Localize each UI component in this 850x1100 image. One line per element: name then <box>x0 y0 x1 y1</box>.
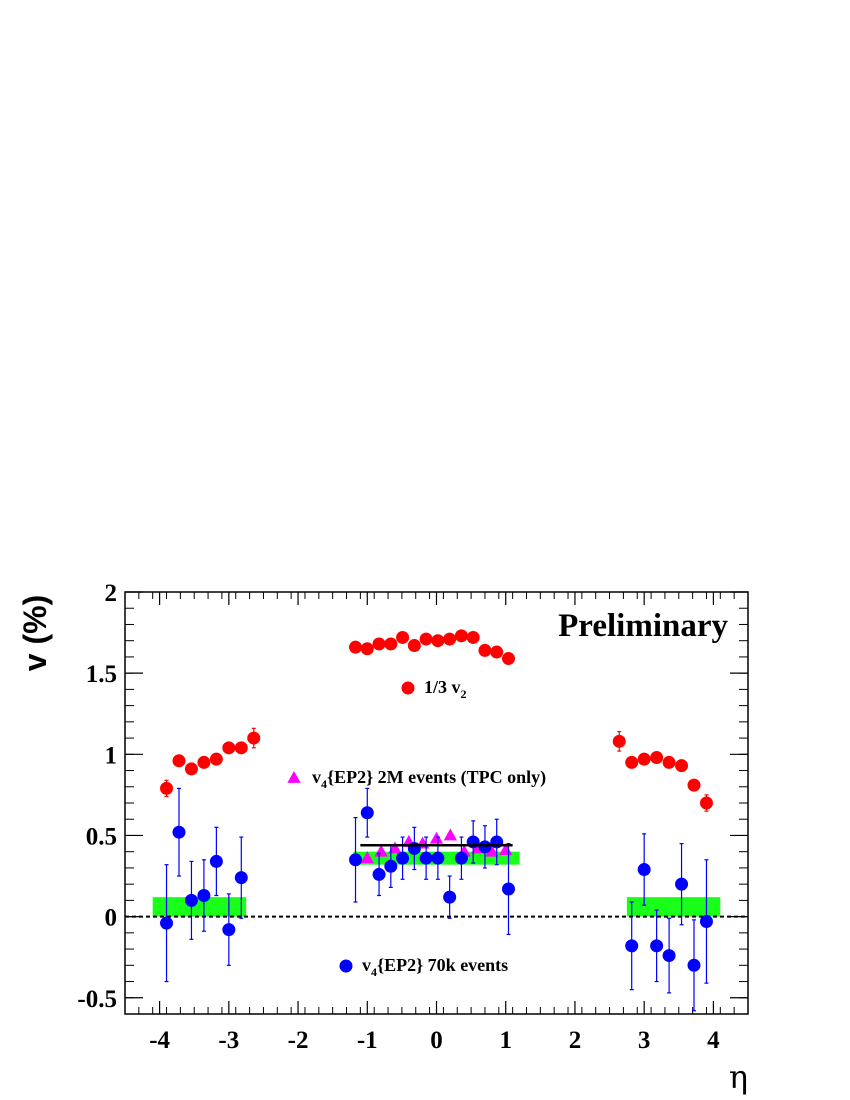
y-tick-label: -0.5 <box>77 986 117 1013</box>
v-4-ep2-70k-events-point <box>699 914 713 928</box>
systematic-band-2 <box>626 897 721 917</box>
y-tick-label: 0 <box>105 905 118 932</box>
v-4-ep2-70k-events-point <box>431 851 445 865</box>
1-3-v-2-point <box>222 741 236 755</box>
1-3-v-2-point <box>612 734 626 748</box>
legend-label-2: v4{EP2} 70k events <box>362 955 508 979</box>
v-4-ep2-70k-events-point <box>637 863 651 877</box>
1-3-v-2-point <box>209 752 223 766</box>
y-tick-label: 0.5 <box>86 823 117 850</box>
x-tick-label: -4 <box>149 1027 170 1054</box>
1-3-v-2-point <box>501 652 515 666</box>
legend-marker-2 <box>339 959 353 973</box>
1-3-v-2-point <box>396 630 410 644</box>
1-3-v-2-point <box>466 630 480 644</box>
v-4-ep2-70k-events-point <box>687 958 701 972</box>
1-3-v-2-point <box>490 645 504 659</box>
legend-marker-0 <box>401 681 415 695</box>
x-tick-label: 4 <box>707 1027 720 1054</box>
1-3-v-2-point <box>419 632 433 646</box>
legend-entry-0: 1/3 v2 <box>401 677 467 701</box>
1-3-v-2-point <box>478 643 492 657</box>
x-tick-label: -2 <box>288 1027 309 1054</box>
1-3-v-2-point <box>234 741 248 755</box>
1-3-v-2-point <box>349 640 363 654</box>
x-axis-title: η <box>729 1058 748 1096</box>
y-axis-title: v (%) <box>17 595 53 671</box>
systematic-band-0 <box>152 897 247 917</box>
v-4-ep2-70k-events-point <box>360 806 374 820</box>
v-4-ep2-70k-events-point <box>372 867 386 881</box>
legend-marker-1 <box>287 771 301 783</box>
1-3-v-2-point <box>454 629 468 643</box>
v-4-ep2-2m-events-tpc-only-point <box>443 828 457 841</box>
1-3-v-2-point <box>699 796 713 810</box>
v-4-ep2-70k-events-point <box>662 949 676 963</box>
1-3-v-2-point <box>675 759 689 773</box>
axes: -4 -3 -2 -1 0 1 2 3 4 -0.5 0 0.5 1 1.5 2 <box>77 580 749 1054</box>
1-3-v-2-point <box>247 731 261 745</box>
1-3-v-2-point <box>431 634 445 648</box>
1-3-v-2-point <box>443 632 457 646</box>
v-4-ep2-70k-events-point <box>396 851 410 865</box>
v-4-ep2-2m-events-tpc-only-point <box>485 844 499 857</box>
1-3-v-2-point <box>384 637 398 651</box>
1-3-v-2-point <box>172 754 186 768</box>
x-tick-label: -3 <box>218 1027 239 1054</box>
v-4-ep2-70k-events-point <box>160 916 174 930</box>
preliminary-annotation: Preliminary <box>558 608 728 644</box>
v-4-ep2-70k-events-point <box>675 877 689 891</box>
x-tick-label: 1 <box>499 1027 512 1054</box>
v-4-ep2-70k-events-point <box>184 893 198 907</box>
legend: 1/3 v2 v4{EP2} 2M events (TPC only) v4{EP2… <box>287 677 546 979</box>
1-3-v-2-point <box>650 751 664 765</box>
1-3-v-2-point <box>360 642 374 656</box>
v-4-ep2-70k-events-point <box>172 825 186 839</box>
legend-entry-2: v4{EP2} 70k events <box>339 955 508 979</box>
v-4-ep2-70k-events-point <box>478 840 492 854</box>
x-tick-label: 3 <box>638 1027 651 1054</box>
v-4-ep2-2m-events-tpc-only-point <box>388 841 402 854</box>
v-4-ep2-70k-events-point <box>466 835 480 849</box>
legend-entry-1: v4{EP2} 2M events (TPC only) <box>287 767 546 791</box>
x-tick-label: 0 <box>430 1027 443 1054</box>
v-4-ep2-70k-events-point <box>349 853 363 867</box>
1-3-v-2-point <box>662 755 676 769</box>
v-4-ep2-70k-events-point <box>419 851 433 865</box>
legend-label-0: 1/3 v2 <box>424 677 467 701</box>
v-4-ep2-70k-events-point <box>625 939 639 953</box>
1-3-v-2-point <box>407 639 421 653</box>
v-4-ep2-70k-events-point <box>234 871 248 885</box>
1-3-v-2-point <box>184 762 198 776</box>
v-4-ep2-2m-events-tpc-only-point <box>374 844 388 857</box>
y-tick-label: 1.5 <box>86 661 117 688</box>
x-tick-label: 2 <box>569 1027 582 1054</box>
v-4-ep2-70k-events-point <box>209 854 223 868</box>
v-4-ep2-70k-events-point <box>443 890 457 904</box>
1-3-v-2-point <box>687 778 701 792</box>
v-4-ep2-70k-events-point <box>454 851 468 865</box>
1-3-v-2-point <box>160 781 174 795</box>
1-3-v-2-point <box>372 637 386 651</box>
x-tick-label: -1 <box>357 1027 378 1054</box>
v-4-ep2-70k-events-point <box>197 889 211 903</box>
y-tick-label: 1 <box>105 742 118 769</box>
1-3-v-2-point <box>197 755 211 769</box>
v-4-ep2-70k-events-point <box>650 939 664 953</box>
v-4-ep2-70k-events-point <box>490 835 504 849</box>
v-4-ep2-70k-events-point <box>407 841 421 855</box>
v-4-ep2-70k-events-point <box>384 859 398 873</box>
y-tick-label: 2 <box>105 580 118 607</box>
1-3-v-2-point <box>637 752 651 766</box>
legend-label-1: v4{EP2} 2M events (TPC only) <box>312 767 546 791</box>
1-3-v-2-point <box>625 755 639 769</box>
v-4-ep2-2m-events-tpc-only-point <box>360 851 374 864</box>
v-4-ep2-70k-events-point <box>501 882 515 896</box>
v-4-ep2-70k-events-point <box>222 923 236 937</box>
data-series <box>160 629 713 1012</box>
